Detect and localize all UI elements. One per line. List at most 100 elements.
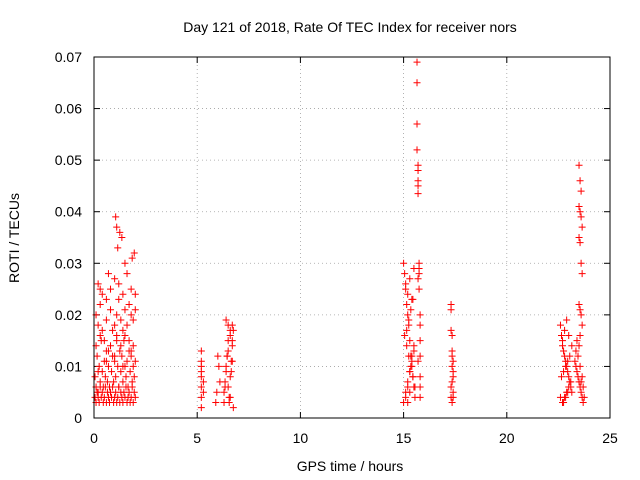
x-tick-label: 20 (499, 430, 515, 446)
data-point (222, 362, 230, 370)
x-tick-label: 10 (293, 430, 309, 446)
data-point (123, 321, 131, 329)
data-point (559, 337, 567, 345)
data-point (109, 383, 117, 391)
data-point (404, 290, 412, 298)
data-point (414, 166, 422, 174)
data-point (225, 399, 233, 407)
data-point (197, 393, 205, 401)
data-point (576, 306, 584, 314)
data-point (575, 234, 583, 241)
data-point (115, 383, 123, 391)
data-point (121, 331, 129, 339)
data-point (223, 352, 231, 360)
data-point (129, 362, 137, 370)
data-point (109, 326, 117, 334)
data-point (400, 259, 408, 267)
data-point (103, 378, 111, 386)
x-tick-label: 25 (602, 430, 618, 446)
data-point (416, 393, 424, 401)
data-point (101, 373, 109, 381)
data-point (130, 249, 138, 257)
data-point (401, 270, 409, 278)
data-point (108, 368, 116, 376)
data-point (562, 393, 570, 401)
data-point (213, 388, 221, 396)
data-point (104, 347, 112, 355)
data-point (101, 383, 109, 391)
grid-lines (94, 57, 610, 418)
data-point (199, 378, 207, 386)
y-tick-label: 0.05 (55, 152, 82, 168)
data-point (577, 187, 585, 195)
data-point (576, 331, 584, 339)
data-point (563, 316, 571, 324)
data-point (448, 352, 456, 360)
data-point (127, 285, 135, 293)
data-point (102, 316, 110, 324)
data-point (579, 399, 587, 407)
data-point (117, 316, 125, 324)
data-point (227, 368, 235, 376)
data-point (578, 321, 586, 329)
data-point (410, 342, 418, 350)
data-point (575, 203, 583, 211)
data-point (102, 357, 110, 365)
data-point (118, 234, 126, 241)
y-tick-label: 0.07 (55, 49, 82, 65)
data-point (413, 79, 421, 87)
data-point (214, 352, 222, 360)
data-point (565, 373, 573, 381)
data-point (96, 301, 104, 309)
data-point (116, 347, 124, 355)
data-point (414, 190, 422, 198)
data-point (126, 368, 134, 376)
data-point (564, 388, 572, 396)
data-point (577, 378, 585, 386)
data-point (226, 373, 234, 381)
y-tick-label: 0.03 (55, 255, 82, 271)
data-point (449, 373, 457, 381)
data-point (416, 311, 424, 319)
data-point (406, 368, 414, 376)
data-point (560, 347, 568, 355)
chart-title: Day 121 of 2018, Rate Of TEC Index for r… (183, 19, 517, 35)
data-point (403, 326, 411, 334)
data-point (403, 301, 411, 309)
y-axis-label: ROTI / TECUs (6, 193, 22, 283)
data-point (107, 285, 115, 293)
data-point (562, 362, 570, 370)
data-point (448, 331, 456, 339)
data-point (110, 378, 118, 386)
data-point (224, 321, 232, 329)
data-point (123, 357, 131, 365)
data-point (117, 368, 125, 376)
data-point (95, 362, 103, 370)
data-point (414, 275, 422, 283)
data-point (197, 383, 205, 391)
data-point (564, 357, 572, 365)
data-point (199, 388, 207, 396)
plot-frame (93, 56, 611, 419)
data-point (416, 373, 424, 381)
data-point (118, 352, 126, 360)
data-point (577, 311, 585, 319)
data-point (98, 290, 106, 298)
data-point (415, 270, 423, 278)
data-point (576, 208, 584, 216)
data-point (98, 326, 106, 334)
data-point (226, 326, 234, 334)
data-point (580, 393, 588, 401)
y-tick-label: 0.04 (55, 204, 82, 220)
data-point (115, 295, 123, 303)
data-point (576, 362, 584, 370)
data-point (119, 326, 127, 334)
data-point (131, 306, 139, 314)
data-point (221, 378, 229, 386)
data-point (222, 316, 230, 324)
data-point (416, 352, 424, 360)
data-point (447, 383, 455, 391)
data-point (130, 373, 138, 381)
data-point (94, 368, 102, 376)
data-point (107, 342, 115, 350)
